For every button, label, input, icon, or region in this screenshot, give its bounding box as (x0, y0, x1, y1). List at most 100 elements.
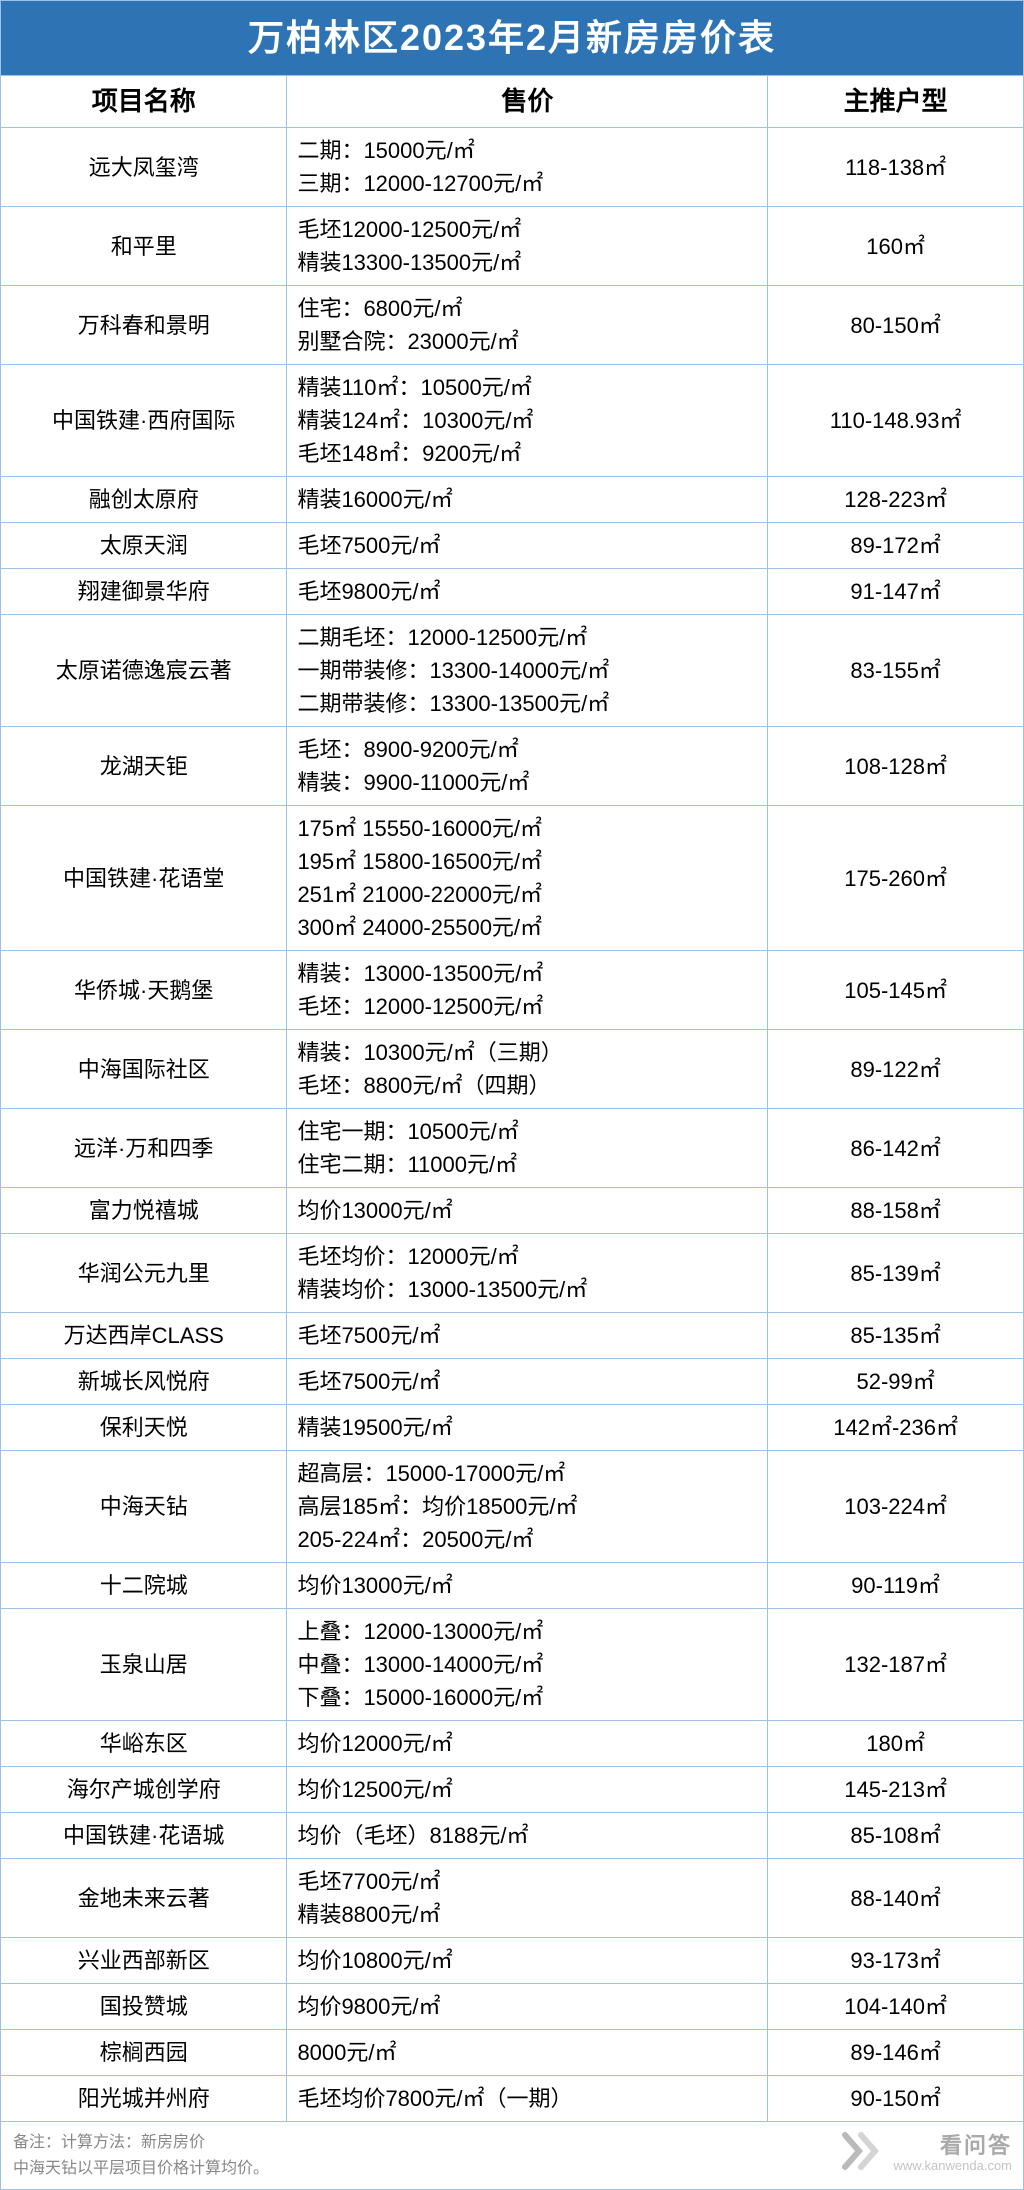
project-price: 毛坯9800元/㎡ (287, 569, 768, 615)
project-type: 142㎡-236㎡ (768, 1405, 1024, 1451)
project-name: 中海国际社区 (1, 1030, 287, 1109)
project-name: 万科春和景明 (1, 286, 287, 365)
price-line: 精装8800元/㎡ (297, 1898, 757, 1931)
table-row: 融创太原府精装16000元/㎡128-223㎡ (1, 477, 1024, 523)
price-line: 精装13300-13500元/㎡ (297, 246, 757, 279)
price-line: 住宅：6800元/㎡ (297, 292, 757, 325)
project-price: 毛坯7500元/㎡ (287, 1313, 768, 1359)
table-row: 海尔产城创学府均价12500元/㎡145-213㎡ (1, 1767, 1024, 1813)
price-line: 均价9800元/㎡ (297, 1990, 757, 2023)
project-price: 均价12000元/㎡ (287, 1721, 768, 1767)
project-name: 翔建御景华府 (1, 569, 287, 615)
watermark-url: www.kanwenda.com (894, 2159, 1013, 2173)
project-price: 毛坯7500元/㎡ (287, 523, 768, 569)
price-line: 精装：10300元/㎡（三期） (297, 1036, 757, 1069)
project-type: 93-173㎡ (768, 1938, 1024, 1984)
price-line: 精装124㎡：10300元/㎡ (297, 404, 757, 437)
project-name: 海尔产城创学府 (1, 1767, 287, 1813)
project-type: 88-158㎡ (768, 1188, 1024, 1234)
project-type: 83-155㎡ (768, 615, 1024, 727)
project-type: 180㎡ (768, 1721, 1024, 1767)
project-type: 90-150㎡ (768, 2076, 1024, 2122)
price-line: 均价12000元/㎡ (297, 1727, 757, 1760)
project-name: 金地未来云著 (1, 1859, 287, 1938)
project-type: 85-108㎡ (768, 1813, 1024, 1859)
price-line: 住宅二期：11000元/㎡ (297, 1148, 757, 1181)
project-price: 毛坯7700元/㎡精装8800元/㎡ (287, 1859, 768, 1938)
project-price: 精装16000元/㎡ (287, 477, 768, 523)
project-price: 均价（毛坯）8188元/㎡ (287, 1813, 768, 1859)
project-type: 105-145㎡ (768, 951, 1024, 1030)
table-row: 华润公元九里毛坯均价：12000元/㎡精装均价：13000-13500元/㎡85… (1, 1234, 1024, 1313)
price-line: 别墅合院：23000元/㎡ (297, 325, 757, 358)
col-header-type: 主推户型 (768, 76, 1024, 128)
project-price: 住宅：6800元/㎡别墅合院：23000元/㎡ (287, 286, 768, 365)
price-line: 毛坯7500元/㎡ (297, 1365, 757, 1398)
project-type: 52-99㎡ (768, 1359, 1024, 1405)
project-price: 均价9800元/㎡ (287, 1984, 768, 2030)
table-row: 万达西岸CLASS 毛坯7500元/㎡ 85-135㎡ (1, 1313, 1024, 1359)
price-line: 中叠：13000-14000元/㎡ (297, 1648, 757, 1681)
project-price: 毛坯均价：12000元/㎡精装均价：13000-13500元/㎡ (287, 1234, 768, 1313)
project-price: 超高层：15000-17000元/㎡高层185㎡：均价18500元/㎡205-2… (287, 1451, 768, 1563)
price-line: 上叠：12000-13000元/㎡ (297, 1615, 757, 1648)
table-row: 翔建御景华府毛坯9800元/㎡91-147㎡ (1, 569, 1024, 615)
price-line: 毛坯均价：12000元/㎡ (297, 1240, 757, 1273)
price-line: 精装19500元/㎡ (297, 1411, 757, 1444)
project-price: 毛坯7500元/㎡ (287, 1359, 768, 1405)
project-price: 毛坯12000-12500元/㎡精装13300-13500元/㎡ (287, 207, 768, 286)
price-line: 毛坯9800元/㎡ (297, 575, 757, 608)
project-type: 86-142㎡ (768, 1109, 1024, 1188)
table-row: 中海国际社区精装：10300元/㎡（三期）毛坯：8800元/㎡（四期）89-12… (1, 1030, 1024, 1109)
project-price: 精装110㎡：10500元/㎡精装124㎡：10300元/㎡毛坯148㎡：920… (287, 365, 768, 477)
project-name: 十二院城 (1, 1563, 287, 1609)
table-row: 玉泉山居上叠：12000-13000元/㎡中叠：13000-14000元/㎡下叠… (1, 1609, 1024, 1721)
project-type: 128-223㎡ (768, 477, 1024, 523)
project-type: 160㎡ (768, 207, 1024, 286)
price-line: 毛坯7500元/㎡ (297, 1319, 757, 1352)
project-type: 88-140㎡ (768, 1859, 1024, 1938)
project-price: 均价13000元/㎡ (287, 1563, 768, 1609)
price-line: 住宅一期：10500元/㎡ (297, 1115, 757, 1148)
table-row: 富力悦禧城均价13000元/㎡88-158㎡ (1, 1188, 1024, 1234)
project-type: 80-150㎡ (768, 286, 1024, 365)
project-price: 住宅一期：10500元/㎡住宅二期：11000元/㎡ (287, 1109, 768, 1188)
table-row: 太原诺德逸宸云著二期毛坯：12000-12500元/㎡一期带装修：13300-1… (1, 615, 1024, 727)
project-name: 万达西岸CLASS (1, 1313, 287, 1359)
project-name: 太原天润 (1, 523, 287, 569)
project-price: 均价12500元/㎡ (287, 1767, 768, 1813)
project-name: 龙湖天钜 (1, 727, 287, 806)
price-line: 毛坯：8900-9200元/㎡ (297, 733, 757, 766)
project-price: 上叠：12000-13000元/㎡中叠：13000-14000元/㎡下叠：150… (287, 1609, 768, 1721)
project-type: 145-213㎡ (768, 1767, 1024, 1813)
table-row: 新城长风悦府毛坯7500元/㎡52-99㎡ (1, 1359, 1024, 1405)
table-header-row: 项目名称 售价 主推户型 (1, 76, 1024, 128)
price-line: 300㎡ 24000-25500元/㎡ (297, 911, 757, 944)
project-type: 85-135㎡ (768, 1313, 1024, 1359)
project-type: 110-148.93㎡ (768, 365, 1024, 477)
price-line: 一期带装修：13300-14000元/㎡ (297, 654, 757, 687)
project-type: 89-122㎡ (768, 1030, 1024, 1109)
table-row: 保利天悦精装19500元/㎡142㎡-236㎡ (1, 1405, 1024, 1451)
table-title-row: 万柏林区2023年2月新房房价表 (1, 1, 1024, 76)
price-line: 精装110㎡：10500元/㎡ (297, 371, 757, 404)
table-row: 远大凤玺湾二期：15000元/㎡三期：12000-12700元/㎡118-138… (1, 128, 1024, 207)
project-name: 中国铁建·花语城 (1, 1813, 287, 1859)
price-line: 毛坯7700元/㎡ (297, 1865, 757, 1898)
project-type: 132-187㎡ (768, 1609, 1024, 1721)
table-row: 国投赞城均价9800元/㎡104-140㎡ (1, 1984, 1024, 2030)
table-row: 龙湖天钜毛坯：8900-9200元/㎡精装：9900-11000元/㎡108-1… (1, 727, 1024, 806)
project-type: 89-146㎡ (768, 2030, 1024, 2076)
price-line: 毛坯：12000-12500元/㎡ (297, 990, 757, 1023)
project-name: 国投赞城 (1, 1984, 287, 2030)
project-type: 89-172㎡ (768, 523, 1024, 569)
project-price: 精装：13000-13500元/㎡毛坯：12000-12500元/㎡ (287, 951, 768, 1030)
project-name: 远洋·万和四季 (1, 1109, 287, 1188)
price-line: 精装均价：13000-13500元/㎡ (297, 1273, 757, 1306)
price-line: 二期带装修：13300-13500元/㎡ (297, 687, 757, 720)
project-name: 融创太原府 (1, 477, 287, 523)
project-name: 华峪东区 (1, 1721, 287, 1767)
price-line: 二期：15000元/㎡ (297, 134, 757, 167)
project-price: 毛坯均价7800元/㎡（一期） (287, 2076, 768, 2122)
table-row: 金地未来云著毛坯7700元/㎡精装8800元/㎡88-140㎡ (1, 1859, 1024, 1938)
